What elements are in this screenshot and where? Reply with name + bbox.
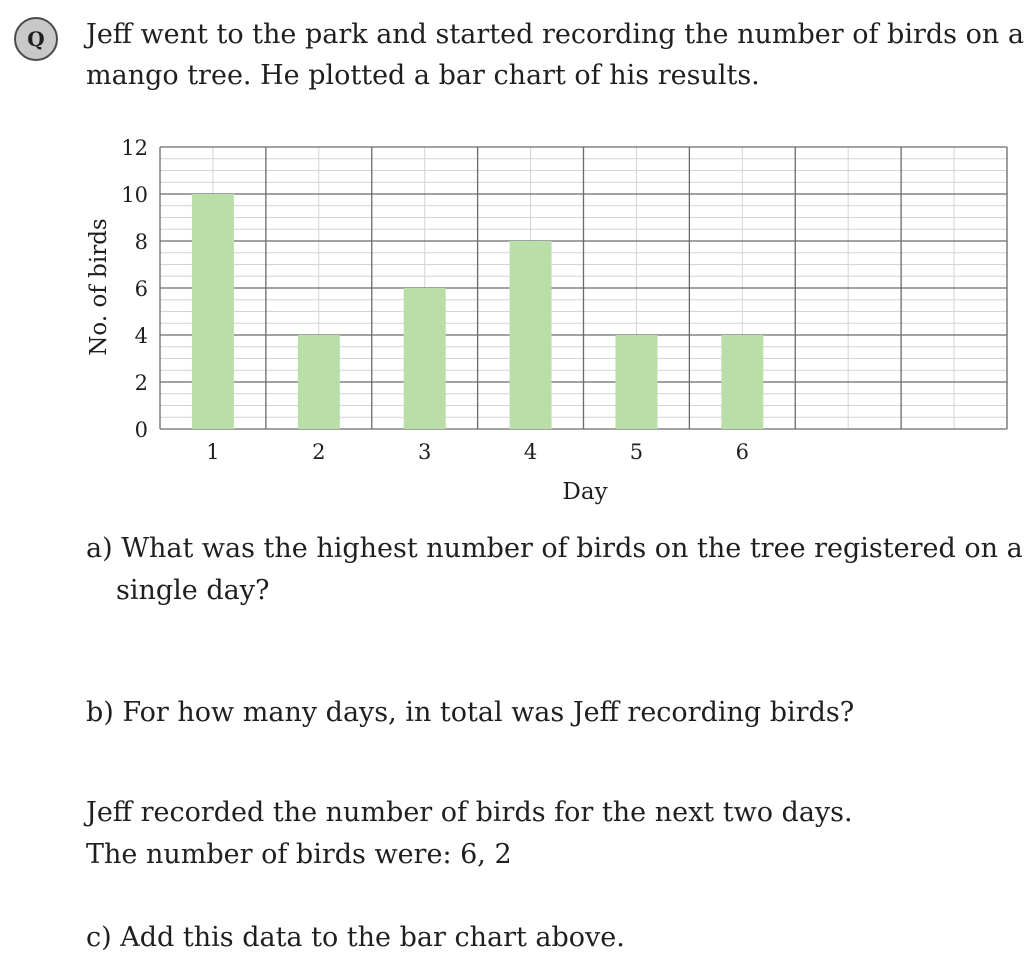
y-tick-label: 2 [135,371,148,395]
question-part-b: b) For how many days, in total was Jeff … [86,697,855,728]
bar-day-5 [615,335,658,429]
bar-day-6 [721,335,764,429]
y-tick-label: 4 [135,324,148,348]
y-tick-label: 0 [135,418,148,442]
bar-day-4 [509,241,552,429]
bars [191,194,764,429]
y-axis-label: No. of birds [86,218,112,355]
bar-day-2 [297,335,340,429]
major-gridlines [159,146,1008,430]
info-line-2: The number of birds were: 6, 2 [86,839,512,870]
bar-day-1 [191,194,234,429]
x-axis-label: Day [562,479,607,505]
y-tick-label: 8 [135,230,148,254]
question-part-c: c) Add this data to the bar chart above. [86,922,625,953]
question-part-a: a) What was the highest number of birds … [86,533,1023,606]
x-tick-labels: 1 2 3 4 5 6 [206,440,749,464]
x-tick-label: 4 [524,440,537,464]
question-badge: Q [14,17,58,61]
x-tick-label: 5 [630,440,643,464]
bar-day-3 [403,288,446,429]
y-tick-label: 12 [121,136,148,160]
y-tick-label: 10 [121,183,148,207]
info-line-1: Jeff recorded the number of birds for th… [86,797,853,828]
x-tick-label: 3 [418,440,431,464]
x-tick-label: 2 [312,440,325,464]
x-tick-label: 6 [736,440,749,464]
y-tick-label: 6 [135,277,148,301]
y-tick-labels: 0 2 4 6 8 10 12 [121,136,148,442]
question-intro: Jeff went to the park and started record… [86,19,1024,91]
x-tick-label: 1 [206,440,219,464]
